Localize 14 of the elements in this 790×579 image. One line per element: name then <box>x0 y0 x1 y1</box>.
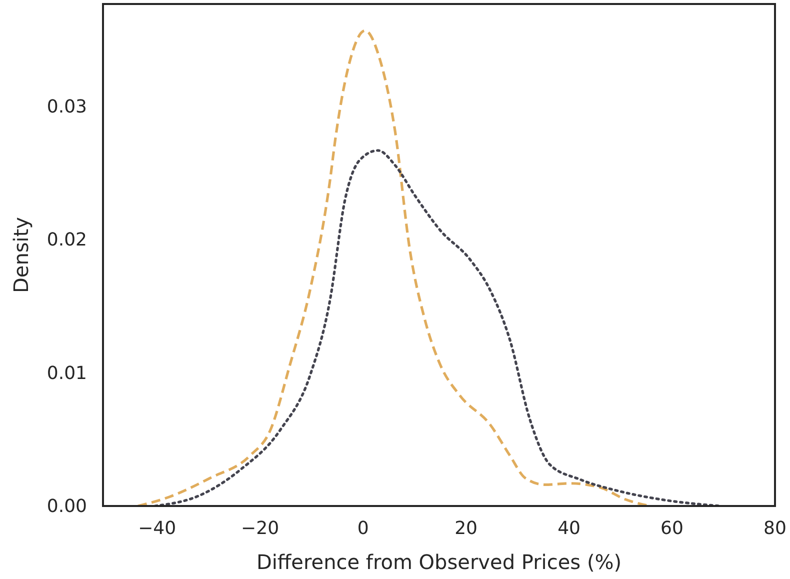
y-tick-label: 0.01 <box>46 362 87 384</box>
x-tick-label: 40 <box>558 518 580 539</box>
x-tick-label: −40 <box>138 518 176 539</box>
y-axis-title: Density <box>9 216 33 294</box>
x-tick-label: 0 <box>357 518 369 539</box>
x-tick-label: 20 <box>454 518 478 539</box>
x-axis-title: Difference from Observed Prices (%) <box>256 550 622 574</box>
x-tick-label: 80 <box>764 518 786 539</box>
y-tick-label: 0.00 <box>46 496 87 517</box>
x-tick-label: −20 <box>241 518 280 539</box>
y-tick-label: 0.03 <box>46 96 87 118</box>
x-tick-label: 60 <box>660 518 684 539</box>
y-tick-label: 0.02 <box>46 230 87 251</box>
line-series <box>154 149 722 506</box>
